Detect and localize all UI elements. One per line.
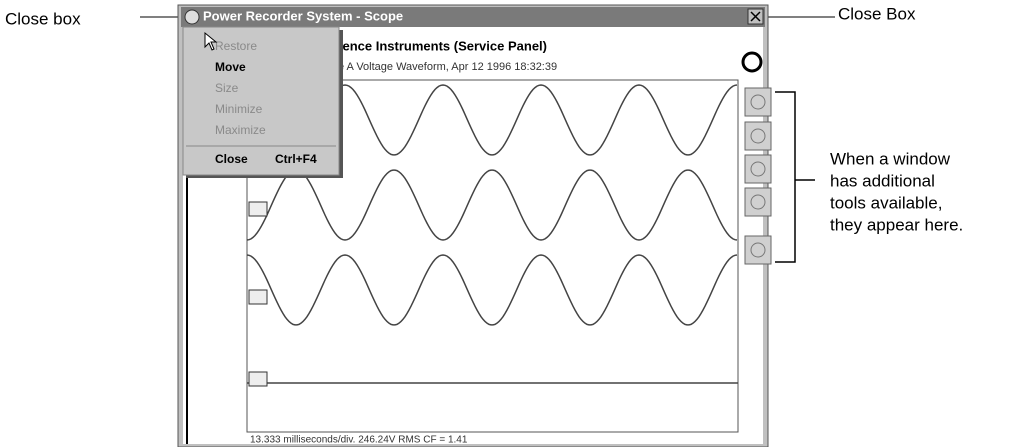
window-title: Power Recorder System - Scope xyxy=(203,8,403,23)
menu-item[interactable]: Maximize xyxy=(215,123,266,137)
annotation: Close box xyxy=(5,9,81,28)
annotation-line: has additional xyxy=(830,171,935,190)
menu-shortcut: Ctrl+F4 xyxy=(275,152,317,166)
annotation-line: tools available, xyxy=(830,193,942,212)
panel-subtitle: Phase A Voltage Waveform, Apr 12 1996 18… xyxy=(313,61,557,73)
annotation-line: When a window xyxy=(830,149,951,168)
system-menu-icon[interactable] xyxy=(185,10,199,24)
footer: 13.333 milliseconds/div. 246.24V RMS CF … xyxy=(250,435,468,446)
bracket xyxy=(775,92,815,262)
annotation-line: they appear here. xyxy=(830,215,963,234)
channel-icon[interactable] xyxy=(249,202,267,216)
tools-note: When a window has additional tools availab… xyxy=(830,149,963,234)
panel-title: Science Instruments (Service Panel) xyxy=(323,38,547,53)
tool-button[interactable] xyxy=(745,122,771,150)
toolbar xyxy=(745,88,771,264)
menu-item[interactable]: Move xyxy=(215,60,246,74)
tool-button[interactable] xyxy=(745,88,771,116)
tool-button[interactable] xyxy=(745,188,771,216)
tool-button[interactable] xyxy=(745,236,771,264)
menu-item[interactable]: Size xyxy=(215,81,239,95)
menu-item[interactable]: Minimize xyxy=(215,102,263,116)
logo xyxy=(743,53,761,71)
annotation: Close Box xyxy=(838,4,916,23)
menu-item[interactable]: Restore xyxy=(215,39,257,53)
channel-icon[interactable] xyxy=(249,290,267,304)
screenshot: Close box Close Box When a window has add… xyxy=(0,0,1016,447)
tool-button[interactable] xyxy=(745,155,771,183)
menu-item[interactable]: Close xyxy=(215,152,248,166)
channel-icon[interactable] xyxy=(249,372,267,386)
